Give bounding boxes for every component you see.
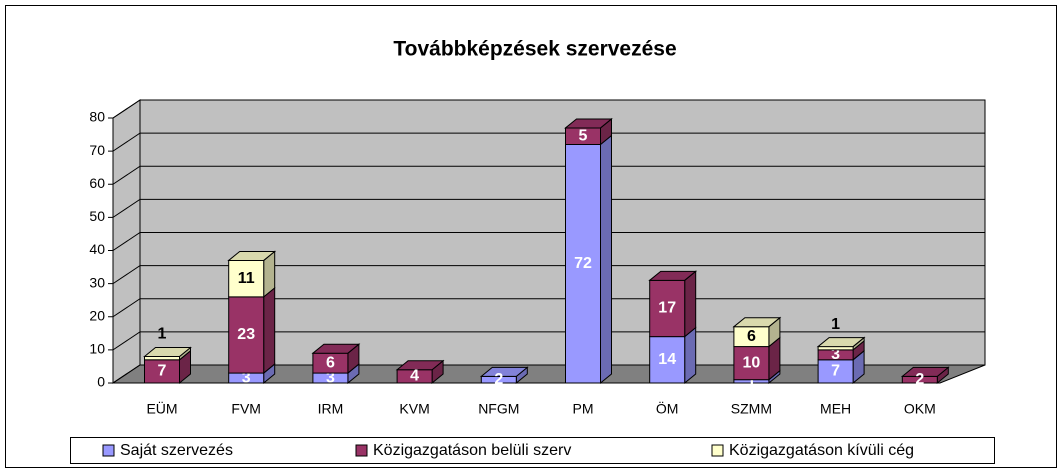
y-tick-label: 30 [89, 274, 105, 290]
y-tick-label: 0 [97, 374, 105, 390]
bar-segment [648, 270, 698, 338]
legend-label: Közigazgatáson belüli szerv [373, 442, 571, 459]
bar-face [732, 317, 782, 328]
data-label: 3 [242, 369, 251, 386]
y-tick-label: 10 [89, 341, 105, 357]
bar-face [648, 270, 698, 281]
bar-face [684, 326, 697, 385]
data-label: 4 [410, 368, 419, 385]
data-label: 3 [326, 369, 335, 386]
bar-face [600, 134, 612, 385]
bar-segment [732, 316, 782, 348]
grid-line [112, 265, 985, 285]
data-label: 2 [494, 371, 503, 388]
grid-line [112, 298, 985, 318]
data-label: 17 [658, 300, 676, 317]
grid-line [112, 232, 985, 251]
x-tick-label: PM [573, 401, 594, 417]
legend-swatch [711, 444, 724, 457]
data-label: 72 [574, 255, 592, 272]
x-tick-label: MEH [820, 401, 851, 417]
legend-swatch [102, 444, 115, 457]
bar-segment [900, 366, 950, 385]
bar-segment [816, 336, 866, 351]
y-tick-label: 50 [89, 208, 105, 224]
bar-segment [649, 326, 697, 385]
y-tick-label: 60 [89, 175, 105, 191]
data-label: 7 [158, 363, 167, 380]
bar-face [479, 366, 529, 377]
data-label: 1 [831, 316, 840, 333]
grid-line [112, 198, 985, 218]
bar-segment [479, 366, 529, 385]
data-label: 5 [579, 127, 588, 144]
data-label: 14 [658, 351, 676, 368]
bar-face [227, 250, 277, 261]
bar-face [395, 360, 445, 371]
bar-face [565, 144, 601, 384]
x-tick-label: SZMM [731, 401, 772, 417]
x-tick-label: EÜM [146, 400, 177, 417]
data-label: 1 [747, 373, 756, 390]
grid-line [112, 331, 985, 351]
grid-line [112, 165, 985, 185]
bar-face [649, 279, 686, 338]
chart-title: Továbbképzések szervezése [393, 38, 676, 61]
x-tick-label: NFGM [478, 401, 519, 417]
bar-face [228, 259, 265, 298]
y-tick-label: 20 [89, 307, 105, 323]
x-tick-label: KVM [399, 401, 429, 417]
x-tick-label: IRM [318, 401, 344, 417]
y-tick-label: 40 [89, 241, 105, 257]
bar-face [816, 337, 866, 348]
grid-line [112, 132, 985, 152]
data-label: 11 [238, 270, 255, 287]
bar-segment [395, 359, 445, 385]
y-tick-label: 80 [89, 109, 105, 125]
bar-segment [733, 336, 781, 381]
data-label: 23 [237, 326, 255, 343]
bar-face [263, 286, 276, 375]
data-label: 2 [915, 371, 924, 388]
legend [70, 437, 995, 464]
bar-segment [564, 117, 613, 146]
y-tick-label: 70 [89, 142, 105, 158]
x-tick-label: OKM [904, 401, 936, 417]
bar-face [311, 343, 361, 354]
legend-swatch [355, 444, 368, 457]
x-tick-label: ÖM [656, 400, 679, 417]
bar-face [733, 346, 770, 381]
bar-segment [143, 346, 192, 361]
data-label: 6 [326, 354, 335, 371]
data-label: 7 [831, 363, 840, 380]
bar-face [649, 336, 686, 384]
bar-face [684, 270, 697, 338]
data-label: 10 [743, 354, 761, 371]
x-tick-label: FVM [231, 401, 261, 417]
legend-label: Közigazgatáson kívüli cég [729, 442, 914, 459]
bar-segment [311, 343, 361, 375]
bar-segment [565, 134, 612, 385]
bar-face [228, 296, 265, 374]
bar-segment [228, 286, 276, 375]
bar-face [564, 118, 613, 129]
data-label: 3 [831, 346, 840, 363]
data-label: 6 [747, 328, 756, 345]
data-label: 1 [158, 326, 167, 343]
grid-line [112, 364, 985, 384]
bar-face [900, 366, 950, 377]
bar-face [143, 347, 192, 357]
bar-segment [227, 250, 277, 298]
legend-label: Saját szervezés [120, 442, 233, 459]
grid-line [112, 99, 985, 119]
bar-segment [817, 349, 865, 385]
